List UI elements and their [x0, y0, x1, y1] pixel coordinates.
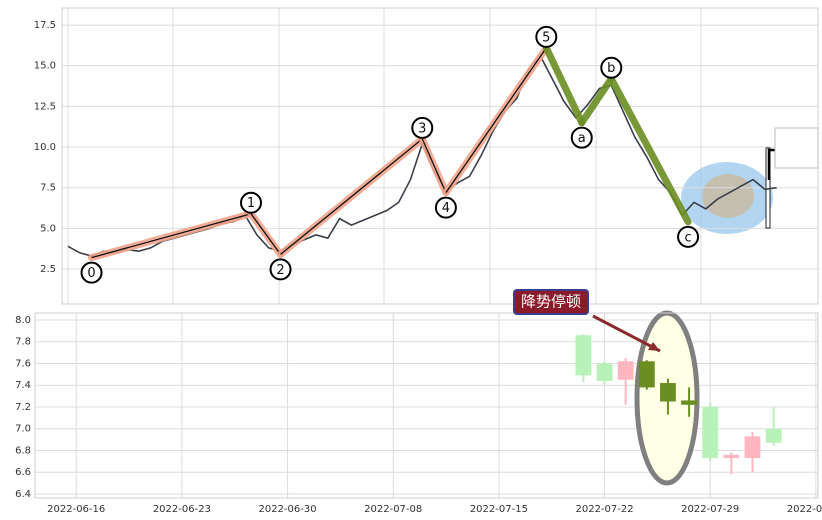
wave-label: 1 — [247, 196, 255, 211]
x-tick-label: 2022-06-30 — [258, 504, 316, 515]
wave-marker — [434, 196, 457, 219]
wave-marker — [240, 191, 262, 214]
candle-panel — [35, 310, 818, 498]
y-tick-label: 10.0 — [34, 142, 56, 153]
wave-label: c — [684, 230, 691, 245]
wave-line — [445, 47, 547, 193]
annotation: 降势停顿 — [521, 293, 581, 311]
wave-segment — [578, 75, 615, 127]
candle-body — [617, 361, 634, 380]
wave-marker — [535, 25, 558, 48]
y-tick-label: 7.5 — [40, 183, 56, 194]
wave-marker — [570, 126, 593, 149]
x-tick-label: 2022-07-22 — [575, 504, 633, 515]
y-tick-label: 7.0 — [15, 424, 31, 435]
wave-label: 4 — [442, 201, 450, 216]
wave-label: b — [607, 61, 615, 76]
candle-body — [723, 454, 740, 459]
x-tick-label: 2022-06-23 — [153, 504, 211, 515]
y-tick-label: 7.2 — [15, 402, 31, 413]
price-frame — [61, 7, 819, 305]
candle-body — [660, 383, 676, 402]
arrow — [767, 148, 775, 180]
highlight-ellipse — [702, 174, 754, 218]
wave-line — [280, 138, 423, 255]
annotation-arrow — [592, 314, 661, 353]
y-tick-label: 17.5 — [34, 20, 56, 31]
wave-segment — [542, 44, 586, 127]
y-tick-label: 7.4 — [15, 380, 31, 391]
y-tick-label: 6.8 — [15, 445, 31, 456]
wave-line — [91, 213, 252, 259]
price-panel — [62, 8, 818, 304]
candle-body — [702, 406, 719, 459]
y-tick-label: 7.6 — [15, 358, 31, 369]
candle-body — [638, 361, 655, 388]
x-tick-label: 2022-07-15 — [470, 504, 528, 515]
y-tick-label: 15.0 — [34, 61, 56, 72]
wave-marker — [80, 261, 103, 284]
icon-box — [774, 127, 819, 169]
y-tick-label: 12.5 — [34, 101, 56, 112]
y-tick-label: 6.6 — [15, 467, 31, 478]
wave-label: a — [578, 131, 586, 146]
x-tick-label: 2022-07-29 — [681, 504, 739, 515]
wave-marker — [411, 116, 434, 139]
y-tick-label: 6.4 — [15, 489, 31, 500]
annotation-box — [513, 289, 589, 315]
wave-label: 3 — [418, 121, 426, 136]
arrow-head — [648, 342, 660, 351]
candle-body — [765, 428, 782, 443]
wave-marker — [600, 56, 623, 79]
wave-line — [250, 213, 282, 255]
price-line — [67, 54, 777, 257]
y-tick-label: 8.0 — [15, 315, 31, 326]
wave-segment — [607, 75, 692, 226]
y-tick-label: 2.5 — [40, 264, 56, 275]
wave-label: 0 — [87, 266, 95, 281]
wave-label: 5 — [542, 30, 550, 45]
x-tick-label: 2022-07-08 — [364, 504, 422, 515]
wave-marker — [677, 225, 700, 248]
candle-body — [575, 335, 592, 376]
candle-body — [744, 436, 761, 459]
wave-label: 2 — [276, 263, 284, 278]
candle-frame — [34, 312, 819, 499]
wave-marker — [269, 258, 292, 281]
y-tick-label: 5.0 — [40, 223, 56, 234]
x-tick-label: 2022-08-05 — [787, 504, 822, 515]
x-tick-label: 2022-06-16 — [47, 504, 105, 515]
wave-line — [421, 138, 447, 193]
y-tick-label: 7.8 — [15, 337, 31, 348]
candle-body — [596, 363, 613, 381]
candle-body — [681, 400, 698, 405]
